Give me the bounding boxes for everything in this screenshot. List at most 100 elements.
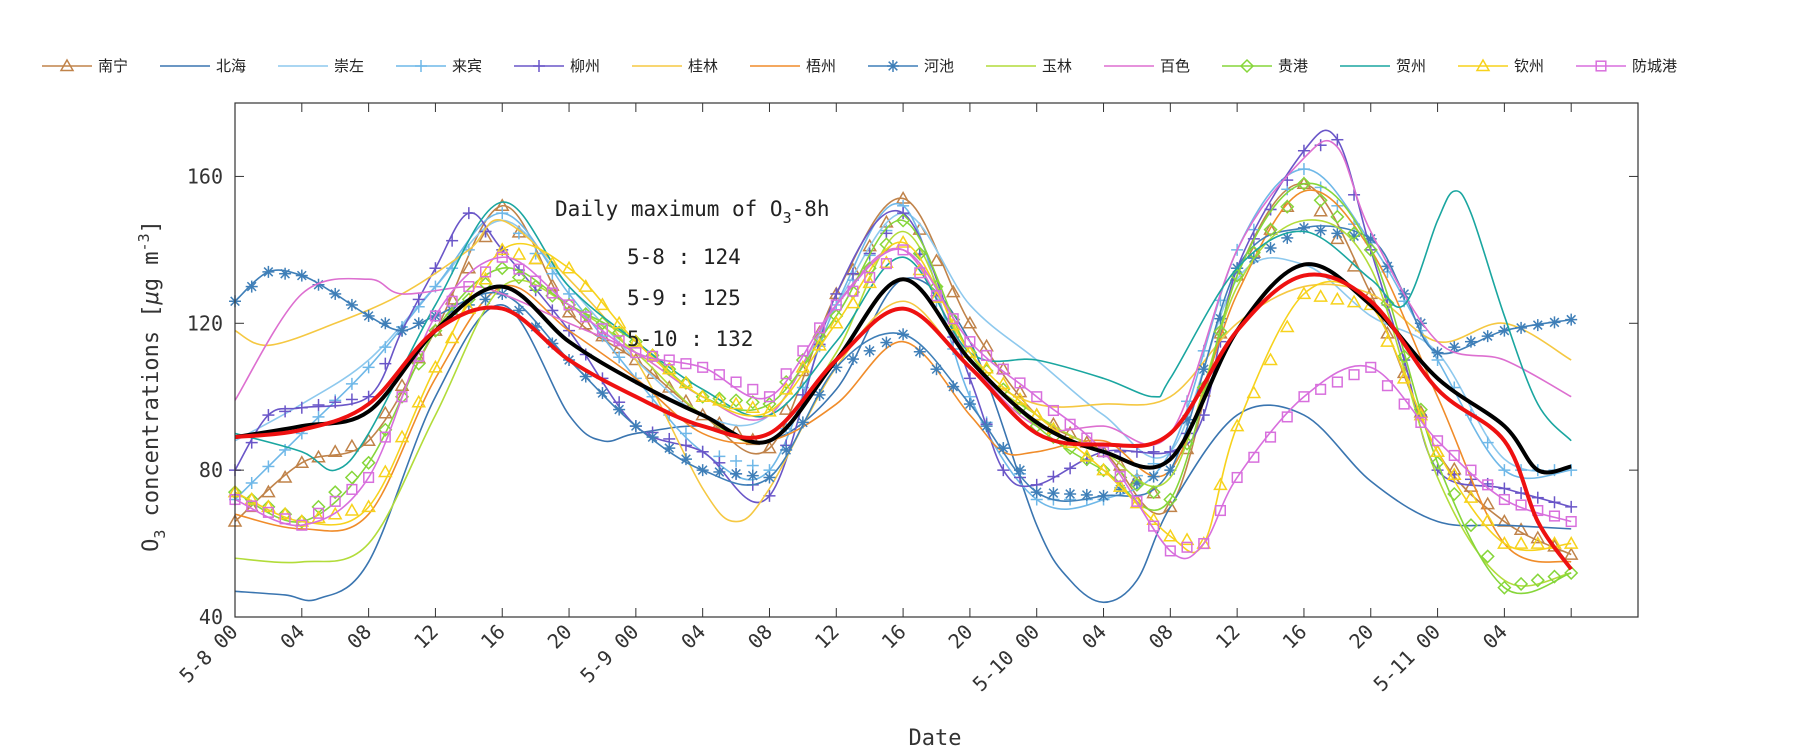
data-point-marker: [1480, 513, 1495, 526]
data-point-marker: [997, 464, 1010, 477]
data-point-marker: [797, 345, 809, 357]
data-point-marker: [1031, 391, 1043, 403]
data-point-marker: [1380, 334, 1395, 347]
data-point-marker: [1330, 231, 1345, 245]
data-point-marker: [1148, 520, 1160, 532]
data-point-marker: [245, 280, 258, 293]
data-point-marker: [1432, 435, 1444, 447]
data-point-marker: [561, 297, 577, 312]
series-line: [234, 168, 1572, 510]
data-point-marker: [1181, 541, 1193, 553]
data-point-marker: [511, 270, 527, 285]
data-point-marker: [596, 387, 609, 400]
data-point-marker: [1279, 319, 1295, 333]
data-point-marker: [1563, 547, 1579, 560]
data-point-marker: [1346, 294, 1362, 308]
annotation-title: Daily maximum of O3-8h: [555, 197, 830, 227]
plot-area-frame: [234, 102, 1639, 618]
legend-item-百色: 百色: [1104, 57, 1190, 75]
data-point-marker: [1565, 313, 1578, 326]
data-point-marker: [561, 260, 577, 274]
data-point-marker: [1463, 518, 1479, 533]
data-point-marker: [1481, 436, 1494, 449]
data-point-marker: [363, 471, 375, 484]
data-point-marker: [1197, 363, 1210, 376]
data-point-marker: [695, 389, 710, 402]
data-point-marker: [1346, 226, 1362, 241]
data-point-marker: [1064, 488, 1077, 501]
data-point-marker: [1548, 510, 1561, 522]
data-point-marker: [345, 298, 358, 311]
data-point-marker: [394, 429, 410, 443]
data-point-marker: [1380, 296, 1395, 311]
data-point-marker: [964, 336, 976, 348]
data-point-marker: [762, 403, 777, 417]
data-point-marker: [778, 381, 794, 395]
data-point-marker: [312, 507, 325, 519]
data-point-marker: [344, 470, 359, 485]
data-point-marker: [561, 304, 577, 318]
data-point-marker: [1564, 565, 1579, 581]
data-point-marker: [295, 269, 308, 282]
data-point-marker: [1346, 258, 1362, 272]
y-tick-label: 40: [199, 605, 223, 629]
data-point-marker: [1213, 324, 1228, 339]
x-tick-label: 04: [676, 620, 710, 654]
data-point-marker: [329, 287, 342, 300]
data-point-marker: [1114, 445, 1127, 458]
data-point-marker: [979, 360, 994, 374]
legend-item-玉林: 玉林: [986, 57, 1072, 75]
data-point-marker: [1214, 504, 1226, 517]
data-point-marker: [763, 391, 776, 403]
data-point-marker: [546, 267, 559, 280]
data-point-marker: [1313, 289, 1328, 302]
data-point-marker: [847, 285, 859, 297]
data-point-marker: [1281, 231, 1294, 244]
data-point-marker: [1430, 444, 1445, 458]
data-point-marker: [1431, 346, 1444, 359]
data-point-marker: [663, 442, 676, 455]
x-tick-label: 08: [342, 620, 376, 654]
legend-label: 防城港: [1632, 57, 1677, 75]
x-tick-label: 5-11 00: [1369, 620, 1446, 697]
series-防城港: [229, 244, 1577, 560]
x-tick-label: 5-10 00: [968, 620, 1045, 697]
data-point-marker: [1530, 530, 1546, 544]
data-point-marker: [1565, 500, 1578, 513]
data-point-marker: [1463, 490, 1479, 503]
data-point-marker: [1297, 144, 1310, 157]
data-point-marker: [661, 361, 677, 375]
data-point-marker: [628, 334, 644, 347]
data-point-marker: [1497, 580, 1512, 595]
data-point-marker: [1012, 384, 1028, 398]
data-point-marker: [513, 263, 525, 275]
data-point-marker: [830, 299, 842, 311]
data-point-marker: [846, 353, 859, 366]
data-point-marker: [328, 485, 343, 500]
data-point-marker: [296, 519, 308, 531]
data-point-marker: [278, 507, 293, 522]
data-point-marker: [528, 279, 543, 294]
legend-item-梧州: 梧州: [750, 57, 836, 75]
legend-marker: [415, 60, 427, 72]
data-point-marker: [244, 492, 259, 505]
data-point-marker: [1163, 499, 1178, 513]
data-point-marker: [262, 460, 275, 473]
data-point-marker: [762, 440, 777, 454]
data-point-marker: [1448, 341, 1461, 354]
x-tick-label: 16: [877, 620, 911, 654]
data-point-marker: [1464, 335, 1477, 348]
data-point-marker: [611, 315, 627, 329]
data-point-marker: [746, 469, 759, 482]
legend-marker: [1239, 58, 1255, 74]
data-point-marker: [463, 281, 475, 293]
legend-label: 北海: [216, 57, 246, 75]
data-point-marker: [1096, 462, 1111, 476]
data-point-marker: [396, 324, 409, 337]
data-point-marker: [980, 420, 993, 433]
data-point-marker: [897, 328, 910, 341]
data-point-marker: [1497, 514, 1512, 527]
data-point-marker: [864, 271, 876, 283]
